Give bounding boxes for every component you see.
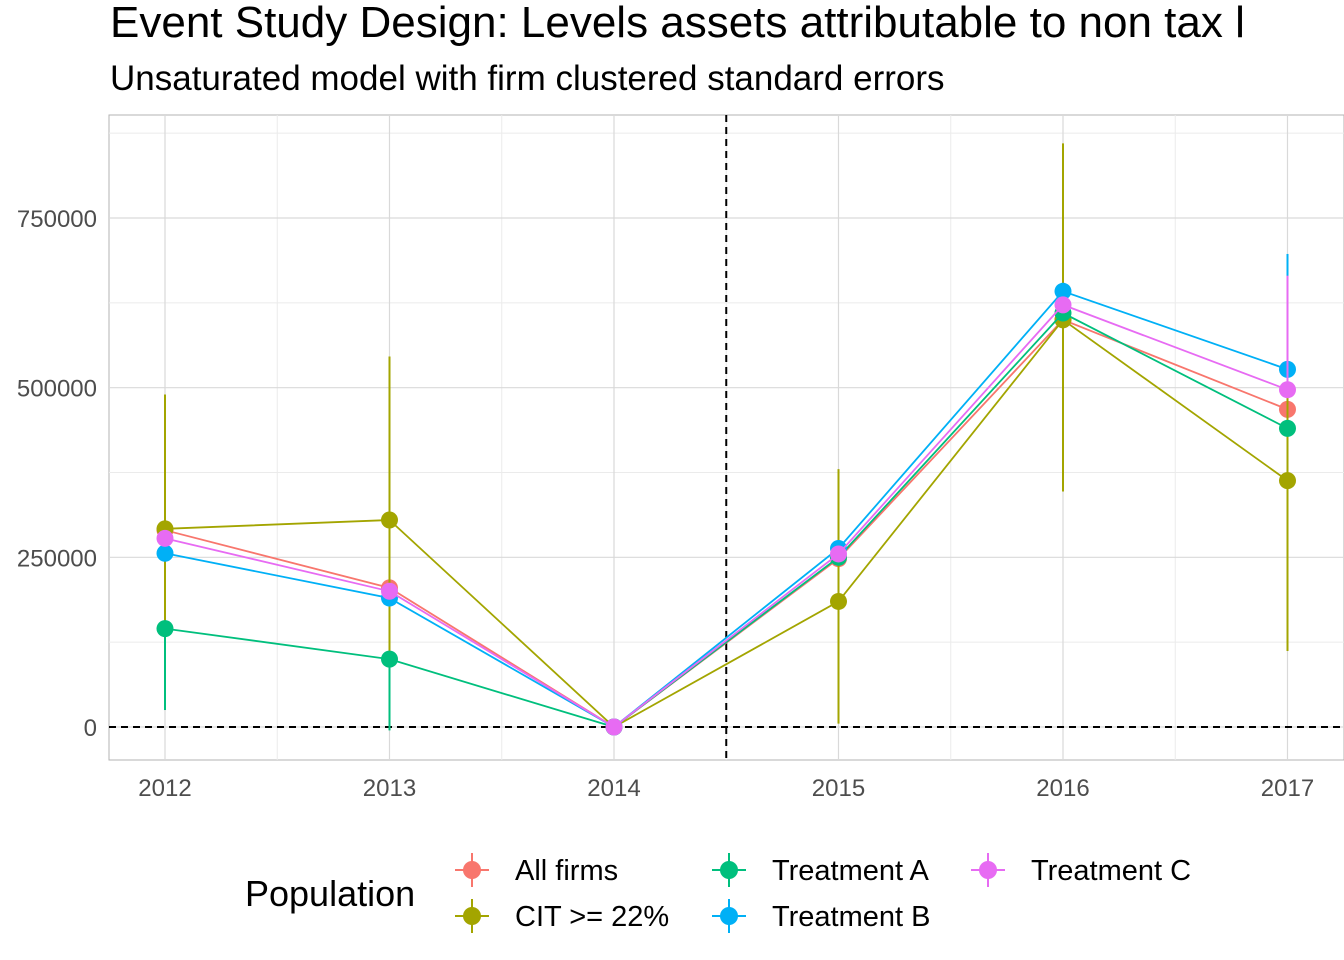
x-tick-label: 2012 <box>138 775 191 802</box>
y-tick-label: 750000 <box>17 206 97 233</box>
x-tick-label: 2017 <box>1261 775 1314 802</box>
legend-key <box>455 899 489 933</box>
x-tick-label: 2013 <box>363 775 416 802</box>
legend-key-point <box>720 861 738 879</box>
x-tick-label: 2016 <box>1036 775 1089 802</box>
reference-lines <box>109 115 1344 760</box>
data-point <box>156 544 174 562</box>
legend-key <box>455 853 489 887</box>
x-axis-ticks: 2012 2013 2014 2015 2016 2017 <box>138 775 1314 802</box>
legend-label: Treatment C <box>1031 855 1191 887</box>
series-line <box>164 290 1288 729</box>
legend-item-treatment-c: Treatment C <box>971 853 1191 887</box>
legend-key <box>712 853 746 887</box>
y-tick-label: 250000 <box>17 545 97 572</box>
legend-key <box>712 899 746 933</box>
data-point <box>830 592 847 610</box>
series-line <box>164 311 1288 728</box>
legend-label: Treatment A <box>772 855 930 887</box>
legend-key-point <box>979 861 997 879</box>
series-treatment-c <box>156 275 1296 736</box>
data-point <box>381 511 398 529</box>
data-point <box>1054 296 1072 314</box>
y-tick-label: 0 <box>84 715 97 742</box>
legend-item-treatment-b: Treatment B <box>712 899 930 933</box>
data-point <box>830 545 847 563</box>
data-point <box>156 529 174 547</box>
legend-label: CIT >= 22% <box>515 901 669 933</box>
legend-key <box>971 853 1005 887</box>
data-point <box>1279 419 1296 437</box>
legend-item-all-firms: All firms <box>455 853 618 887</box>
data-point <box>381 582 398 600</box>
data-point <box>1279 381 1296 399</box>
series-layer <box>156 143 1296 736</box>
series-line <box>164 318 1289 729</box>
legend-key-point <box>463 861 481 879</box>
legend-item-cit-22: CIT >= 22% <box>455 899 669 933</box>
y-tick-label: 500000 <box>17 376 97 403</box>
legend-label: All firms <box>515 855 618 887</box>
legend: Population All firms CIT >= 22% Treatment … <box>245 853 1191 933</box>
data-point <box>381 650 398 668</box>
legend-key-point <box>720 907 738 925</box>
legend-label: Treatment B <box>772 901 930 933</box>
data-point <box>156 620 174 638</box>
data-point <box>1054 282 1072 300</box>
data-point <box>1279 472 1296 490</box>
y-axis-ticks: 0 250000 500000 750000 <box>17 206 97 742</box>
chart-title: Event Study Design: Levels assets attrib… <box>110 0 1245 47</box>
x-tick-label: 2014 <box>587 775 640 802</box>
series-line <box>164 303 1288 729</box>
legend-title: Population <box>245 873 415 914</box>
x-tick-label: 2015 <box>812 775 865 802</box>
data-point <box>605 718 623 736</box>
chart-subtitle: Unsaturated model with firm clustered st… <box>110 59 945 98</box>
legend-key-point <box>463 907 481 925</box>
legend-item-treatment-a: Treatment A <box>712 853 930 887</box>
